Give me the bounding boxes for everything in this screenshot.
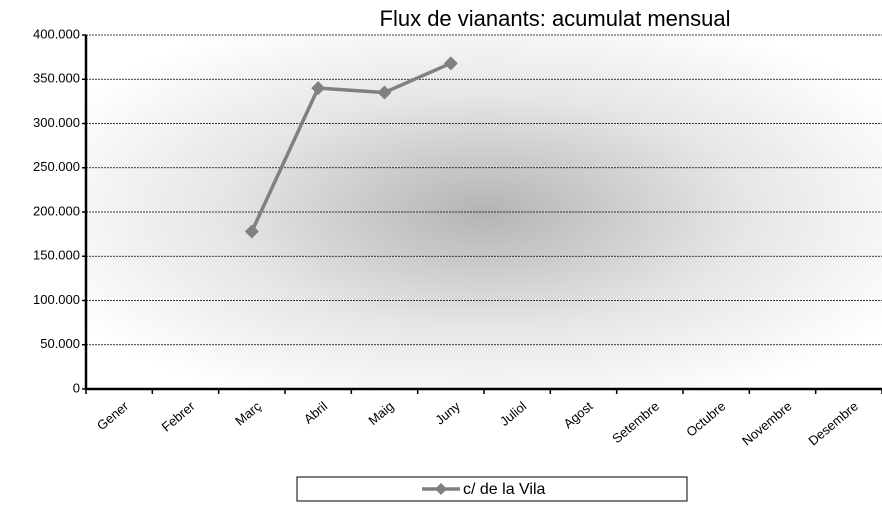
x-tick-label: Maig: [365, 398, 396, 428]
x-tick-label: Octubre: [683, 398, 728, 439]
legend-marker: [435, 483, 447, 495]
x-tick-label: Setembre: [609, 398, 662, 446]
x-tick-label: Febrer: [159, 398, 198, 435]
x-tick-label: Març: [232, 398, 264, 428]
y-tick-label: 400.000: [33, 26, 80, 41]
y-tick-label: 50.000: [40, 336, 80, 351]
chart-title: Flux de vianants: acumulat mensual: [380, 6, 731, 31]
x-tick-label: Abril: [301, 398, 331, 426]
y-tick-label: 300.000: [33, 115, 80, 130]
marker: [244, 224, 259, 239]
series-line: [250, 61, 452, 233]
x-tick-label: Juny: [432, 398, 463, 427]
y-tick-label: 0: [73, 380, 80, 395]
legend-box: [296, 476, 688, 502]
x-tick-label: Novembre: [739, 398, 795, 448]
y-tick-label: 350.000: [33, 71, 80, 86]
y-tick-label: 200.000: [33, 203, 80, 218]
legend-label: c/ de la Vila: [463, 481, 546, 498]
x-tick-label: Desembre: [805, 398, 861, 448]
y-tick-label: 100.000: [33, 292, 80, 307]
y-tick-label: 250.000: [33, 159, 80, 174]
x-tick-label: Agost: [561, 398, 596, 431]
marker: [377, 85, 392, 100]
marker: [311, 81, 326, 96]
legend: c/ de la Vila: [296, 476, 688, 502]
y-tick-label: 150.000: [33, 248, 80, 263]
x-tick-label: Gener: [94, 398, 132, 433]
x-tick-label: Juliol: [497, 398, 529, 429]
marker: [443, 56, 458, 71]
